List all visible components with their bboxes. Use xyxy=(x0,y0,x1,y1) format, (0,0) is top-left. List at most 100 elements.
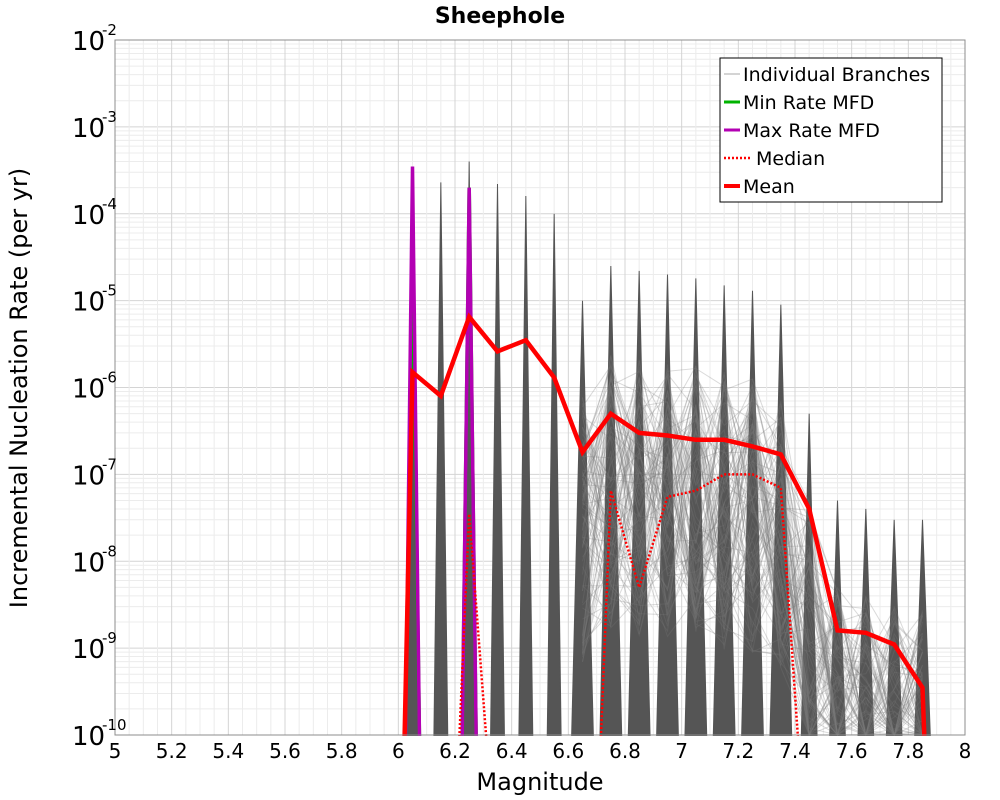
x-tick-label: 7.2 xyxy=(722,739,754,763)
x-tick-label: 6.6 xyxy=(552,739,584,763)
y-tick-exponent: -7 xyxy=(102,455,117,473)
y-tick-base: 10 xyxy=(72,722,105,752)
branch-line xyxy=(582,394,923,736)
x-tick-label: 7.6 xyxy=(836,739,868,763)
x-tick-label: 6.2 xyxy=(439,739,471,763)
y-tick-exponent: -5 xyxy=(102,282,117,300)
y-tick-exponent: -9 xyxy=(102,629,117,647)
branch-line xyxy=(582,359,923,737)
y-tick-exponent: -2 xyxy=(102,21,117,39)
x-tick-label: 6 xyxy=(392,739,405,763)
branch-line xyxy=(582,399,923,736)
y-tick-base: 10 xyxy=(72,548,105,578)
branch-line xyxy=(582,412,923,737)
branch-line xyxy=(582,420,923,736)
branch-line xyxy=(582,390,923,736)
y-tick-label: 10-6 xyxy=(72,369,117,405)
x-tick-label: 5.6 xyxy=(269,739,301,763)
y-tick-base: 10 xyxy=(72,375,105,405)
branch-line xyxy=(582,384,923,737)
y-tick-exponent: -6 xyxy=(102,369,117,387)
y-tick-label: 10-8 xyxy=(72,542,117,578)
branch-line xyxy=(582,378,923,737)
branch-line xyxy=(582,385,923,736)
x-tick-label: 7.8 xyxy=(892,739,924,763)
y-tick-exponent: -4 xyxy=(102,195,117,213)
branch-line xyxy=(582,387,923,723)
axis-mask xyxy=(114,736,966,748)
branch-line xyxy=(582,389,923,737)
branch-line xyxy=(582,390,923,736)
x-axis-ticks: 5 5.2 5.4 5.6 5.8 6 6.2 6.4 6.6 6.8 7 7.2 7.4 7.6 7.8 8 xyxy=(109,739,972,763)
y-tick-exponent: -10 xyxy=(102,716,127,734)
y-tick-label: 10-3 xyxy=(72,108,117,144)
y-tick-base: 10 xyxy=(72,288,105,318)
plot-frame xyxy=(114,39,966,736)
y-tick-base: 10 xyxy=(72,461,105,491)
branch-line xyxy=(582,393,923,736)
y-tick-base: 10 xyxy=(72,201,105,231)
y-tick-label: 10-7 xyxy=(72,455,117,491)
chart-title: Sheephole xyxy=(435,4,565,29)
branch-line xyxy=(582,434,923,736)
legend-box xyxy=(719,57,943,203)
x-tick-label: 5.8 xyxy=(326,739,358,763)
x-tick-label: 7.4 xyxy=(779,739,811,763)
branch-line xyxy=(582,372,923,736)
branch-line xyxy=(582,384,923,737)
x-tick-label: 7 xyxy=(675,739,688,763)
branch-line xyxy=(582,388,923,737)
branch-line xyxy=(582,394,923,736)
branch-line xyxy=(582,388,923,737)
branch-line xyxy=(582,366,923,736)
branch-line xyxy=(582,397,923,737)
branch-line xyxy=(582,376,923,725)
series-lines xyxy=(114,166,966,748)
mean-line xyxy=(402,312,927,742)
branch-line xyxy=(582,377,923,736)
x-tick-label: 5 xyxy=(109,739,122,763)
branch-line xyxy=(582,420,923,737)
branch-line xyxy=(582,403,923,736)
median-line xyxy=(457,473,800,742)
branch-line xyxy=(582,367,923,736)
legend-label-min-rate: Min Rate MFD xyxy=(743,92,874,114)
branch-line xyxy=(582,408,923,736)
legend-label-median: Median xyxy=(756,148,825,170)
branch-line xyxy=(582,374,923,736)
x-tick-label: 6.4 xyxy=(496,739,528,763)
branch-line xyxy=(582,356,923,736)
branch-line xyxy=(582,439,923,736)
legend: Individual Branches Min Rate MFD Max Rat… xyxy=(719,57,943,203)
branch-line xyxy=(582,372,923,736)
branch-line xyxy=(582,389,923,736)
y-tick-exponent: -8 xyxy=(102,542,117,560)
branch-line xyxy=(582,374,923,736)
x-tick-label: 8 xyxy=(959,739,972,763)
branch-line xyxy=(582,366,923,737)
y-tick-base: 10 xyxy=(72,27,105,57)
legend-label-mean: Mean xyxy=(743,176,795,198)
branch-line xyxy=(582,402,923,736)
branch-line xyxy=(582,459,923,737)
branch-line xyxy=(582,482,923,736)
branch-line xyxy=(582,373,923,737)
y-tick-label: 10-9 xyxy=(72,629,117,665)
y-tick-base: 10 xyxy=(72,114,105,144)
y-tick-base: 10 xyxy=(72,635,105,665)
y-tick-label: 10-4 xyxy=(72,195,117,231)
x-tick-label: 5.2 xyxy=(156,739,188,763)
legend-label-max-rate: Max Rate MFD xyxy=(743,120,880,142)
y-tick-label: 10-2 xyxy=(72,21,117,57)
y-tick-exponent: -3 xyxy=(102,108,117,126)
x-axis-label: Magnitude xyxy=(476,768,603,796)
x-tick-label: 6.8 xyxy=(609,739,641,763)
y-tick-label: 10-5 xyxy=(72,282,117,318)
branch-line xyxy=(582,364,923,737)
x-tick-label: 5.4 xyxy=(212,739,244,763)
y-tick-label: 10-10 xyxy=(72,716,127,752)
branch-line xyxy=(582,430,923,737)
legend-label-branches: Individual Branches xyxy=(743,64,930,86)
